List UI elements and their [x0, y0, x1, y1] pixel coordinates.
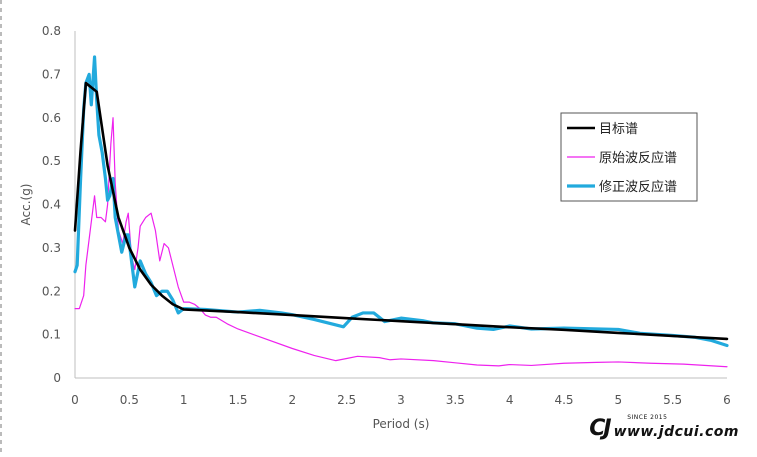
x-tick-labels: 0 0.5 1 1.5 2 2.5 3 3.5 4 4.5 5 5.5 6: [71, 393, 731, 407]
y-tick-label: 0.4: [42, 198, 61, 212]
x-tick-label: 3.5: [446, 393, 465, 407]
axes: [74, 31, 727, 379]
x-tick-label: 4: [506, 393, 514, 407]
y-tick-label: 0.7: [42, 67, 61, 81]
legend-label: 目标谱: [599, 122, 638, 137]
series-line-2: [73, 55, 729, 348]
x-tick-label: 1: [180, 393, 188, 407]
x-tick-label: 2: [289, 393, 297, 407]
y-tick-label: 0.2: [42, 284, 61, 298]
x-tick-label: 2.5: [337, 393, 356, 407]
y-tick-label: 0.8: [42, 24, 61, 38]
series-line-1: [74, 117, 728, 368]
y-tick-labels: 0 0.1 0.2 0.3 0.4 0.5 0.6 0.7 0.8: [42, 24, 61, 385]
y-tick-label: 0.1: [42, 328, 61, 342]
y-tick-label: 0.6: [42, 111, 61, 125]
x-tick-label: 6: [723, 393, 731, 407]
y-axis-title: Acc.(g): [19, 184, 33, 226]
x-tick-label: 5: [615, 393, 623, 407]
series-lines: [73, 55, 729, 368]
watermark-logo: CJ: [589, 416, 611, 441]
left-dashed-border: [0, 0, 2, 453]
legend-label: 原始波反应谱: [599, 150, 677, 166]
legend-label: 修正波反应谱: [599, 179, 677, 195]
y-tick-label: 0.5: [42, 154, 61, 168]
x-tick-label: 4.5: [554, 393, 573, 407]
watermark-url: www.jdcui.com: [613, 423, 739, 440]
x-tick-label: 1.5: [228, 393, 247, 407]
y-tick-label: 0.3: [42, 241, 61, 255]
x-tick-label: 0: [71, 393, 79, 407]
watermark: CJ SINCE 2015 www.jdcui.com: [589, 414, 739, 441]
watermark-since: SINCE 2015: [627, 414, 668, 421]
x-tick-label: 3: [397, 393, 405, 407]
x-tick-label: 5.5: [663, 393, 682, 407]
y-tick-label: 0: [53, 371, 61, 385]
x-axis-title: Period (s): [373, 417, 430, 431]
series-line-0: [73, 81, 729, 341]
x-tick-label: 0.5: [120, 393, 139, 407]
